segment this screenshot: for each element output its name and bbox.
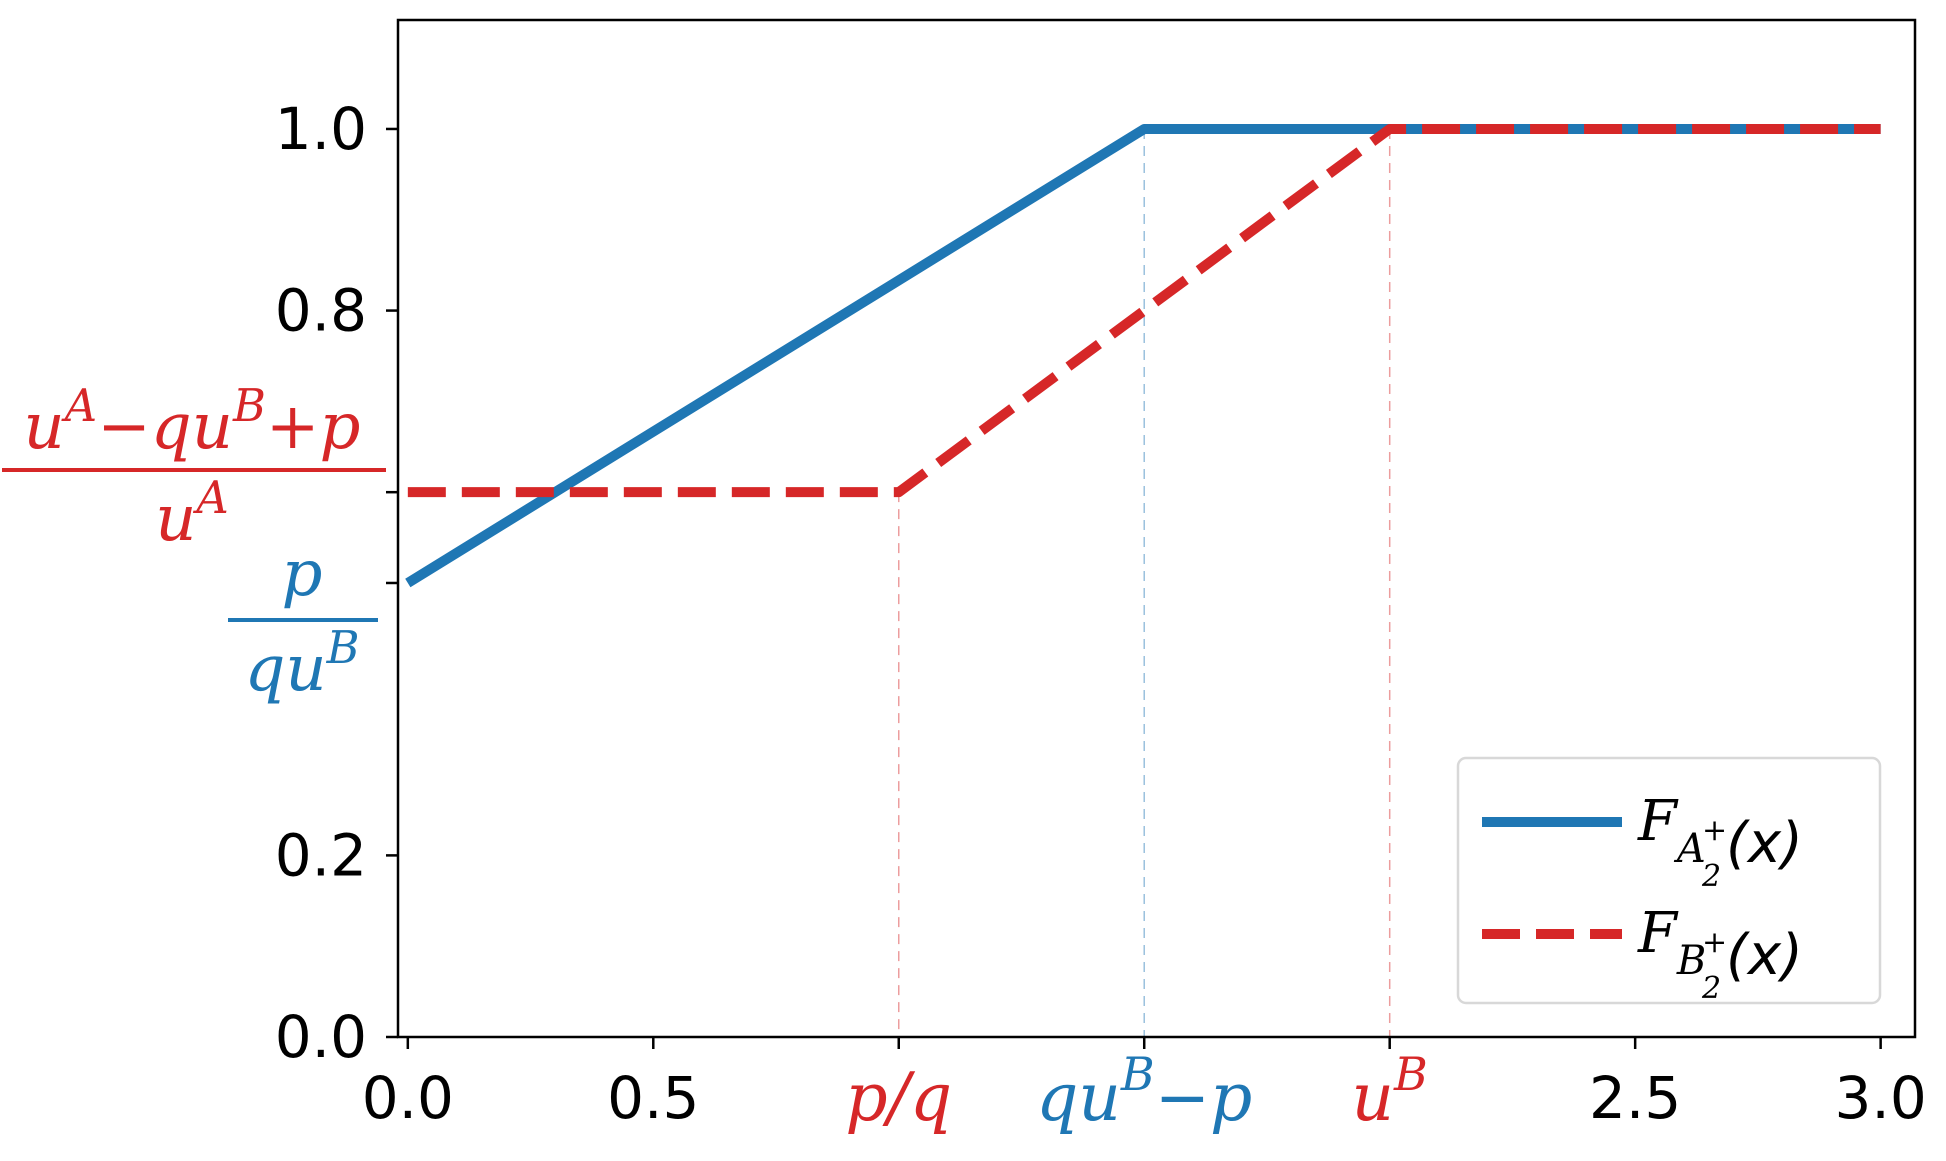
legend: FA+ 2(x)FB+ 2(x): [1456, 756, 1882, 1006]
y-tick-label-math: quB: [244, 621, 359, 706]
y-tick-label: 0.2: [275, 821, 367, 889]
y-tick-label-math: uA−quB+p: [24, 379, 361, 464]
series-line: [407, 123, 1881, 498]
y-tick-label: 0.0: [275, 1003, 367, 1071]
x-tick-label: 2.5: [1589, 1064, 1681, 1132]
series-line: [405, 123, 1881, 588]
series-layer: [405, 123, 1881, 588]
y-tick-label: 0.8: [275, 277, 367, 345]
y-tick-label-math: p: [282, 537, 323, 611]
x-tick-label: 3.0: [1835, 1064, 1927, 1132]
x-tick-label: quB−p: [1036, 1047, 1252, 1136]
x-axis: 0.0 0.5 p/q quB−p uB 2.5 3.0: [362, 1037, 1927, 1136]
y-axis: 0.0 0.2 0.8 1.0 uA−quB+puA p quB: [2, 95, 398, 1071]
x-tick-label: 0.0: [362, 1064, 454, 1132]
x-tick-label: uB: [1352, 1047, 1428, 1136]
plot-frame: [396, 18, 1917, 1039]
x-tick-label: p/q: [845, 1059, 952, 1136]
legend-label: FA+ 2(x): [1637, 789, 1803, 894]
x-tick-label: 0.5: [607, 1064, 699, 1132]
y-tick-label: 1.0: [275, 95, 367, 163]
reference-lines: [898, 128, 1391, 1037]
y-tick-label-math: uA: [155, 471, 229, 556]
legend-label: FB+ 2(x): [1637, 901, 1803, 1006]
